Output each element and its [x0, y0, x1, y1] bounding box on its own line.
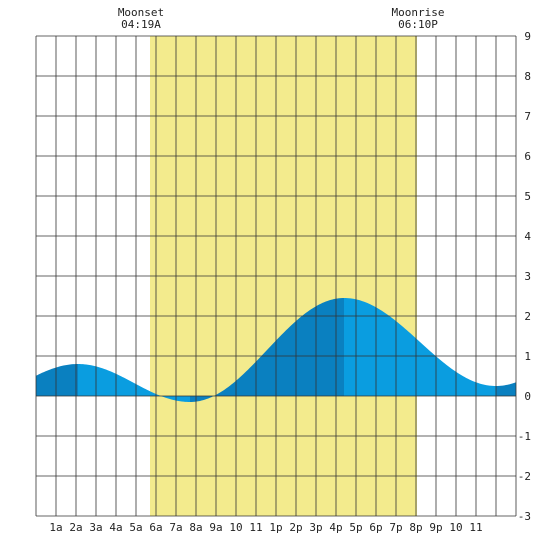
moonset-label: Moonset 04:19A — [101, 7, 181, 31]
tide-falling-segment — [344, 298, 496, 396]
y-tick-label: 9 — [524, 30, 531, 43]
x-tick-label: 9p — [429, 521, 442, 534]
y-tick-label: -1 — [518, 430, 531, 443]
y-tick-label: 5 — [524, 190, 531, 203]
x-tick-label: 3p — [309, 521, 322, 534]
tide-rising-segment — [36, 364, 78, 396]
tide-falling-segment — [78, 364, 190, 402]
x-tick-label: 1a — [49, 521, 62, 534]
y-tick-label: 1 — [524, 350, 531, 363]
y-tick-label: -2 — [518, 470, 531, 483]
x-axis-tick-labels: 1a 2a 3a 4a 5a 6a 7a 8a 9a 10 11 1p 2p 3p 4p 5p 6p 7p 8p 9p… — [49, 521, 482, 534]
chart-grid — [35, 35, 517, 517]
tide-rising-segment — [190, 298, 344, 402]
x-tick-label: 9a — [209, 521, 222, 534]
x-tick-label: 10 — [229, 521, 242, 534]
moonrise-time: 06:10P — [398, 18, 438, 31]
x-tick-label: 2a — [69, 521, 82, 534]
x-tick-label: 11 — [249, 521, 262, 534]
y-tick-label: 3 — [524, 270, 531, 283]
x-tick-label: 10 — [449, 521, 462, 534]
moonrise-title: Moonrise — [391, 6, 445, 19]
x-tick-label: 4p — [329, 521, 342, 534]
tide-rising-segment — [496, 382, 516, 396]
y-tick-label: 0 — [524, 390, 531, 403]
y-tick-label: -3 — [518, 510, 531, 523]
x-tick-label: 11 — [469, 521, 482, 534]
x-tick-label: 1p — [269, 521, 282, 534]
moonset-title: Moonset — [117, 6, 165, 19]
x-tick-label: 7a — [169, 521, 182, 534]
x-tick-label: 8a — [189, 521, 202, 534]
x-tick-label: 5p — [349, 521, 362, 534]
y-tick-label: 8 — [524, 70, 531, 83]
tide-area — [36, 298, 516, 402]
moonset-time: 04:19A — [121, 18, 161, 31]
x-tick-label: 3a — [89, 521, 102, 534]
x-tick-label: 8p — [409, 521, 422, 534]
x-tick-label: 4a — [109, 521, 122, 534]
y-tick-label: 6 — [524, 150, 531, 163]
x-tick-label: 6p — [369, 521, 382, 534]
y-tick-label: 4 — [524, 230, 531, 243]
x-tick-label: 7p — [389, 521, 402, 534]
y-tick-label: 7 — [524, 110, 531, 123]
x-tick-label: 6a — [149, 521, 162, 534]
x-tick-label: 5a — [129, 521, 142, 534]
y-axis-tick-labels: 9 8 7 6 5 4 3 2 1 0 -1 -2 -3 — [518, 30, 532, 523]
x-tick-label: 2p — [289, 521, 302, 534]
y-tick-label: 2 — [524, 310, 531, 323]
moonrise-label: Moonrise 06:10P — [378, 7, 458, 31]
